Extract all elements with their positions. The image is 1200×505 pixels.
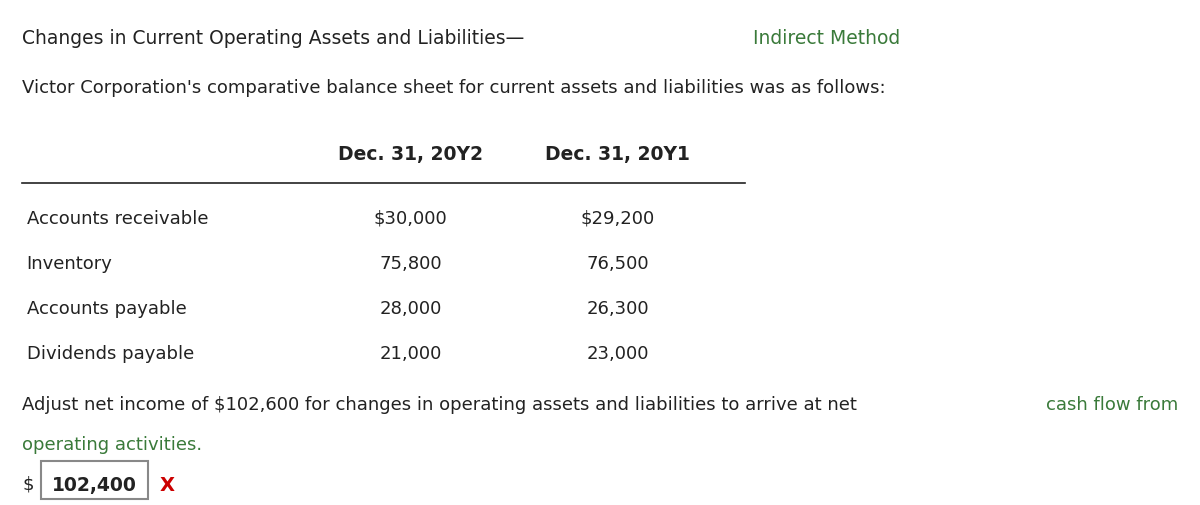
Text: 28,000: 28,000 — [379, 300, 442, 318]
Text: Changes in Current Operating Assets and Liabilities—: Changes in Current Operating Assets and … — [22, 29, 524, 48]
Text: 26,300: 26,300 — [587, 300, 649, 318]
Text: 23,000: 23,000 — [587, 345, 649, 364]
FancyBboxPatch shape — [41, 461, 148, 498]
Text: 75,800: 75,800 — [379, 255, 442, 273]
Text: Indirect Method: Indirect Method — [754, 29, 900, 48]
Text: operating activities.: operating activities. — [22, 436, 203, 454]
Text: 102,400: 102,400 — [52, 476, 137, 495]
Text: Adjust net income of $102,600 for changes in operating assets and liabilities to: Adjust net income of $102,600 for change… — [22, 395, 863, 414]
Text: X: X — [160, 476, 174, 495]
Text: Dec. 31, 20Y1: Dec. 31, 20Y1 — [545, 144, 690, 164]
Text: Victor Corporation's comparative balance sheet for current assets and liabilitie: Victor Corporation's comparative balance… — [22, 79, 886, 97]
Text: 76,500: 76,500 — [587, 255, 649, 273]
Text: cash flow from: cash flow from — [1045, 395, 1177, 414]
Text: 21,000: 21,000 — [379, 345, 442, 364]
Text: Accounts payable: Accounts payable — [26, 300, 186, 318]
Text: $29,200: $29,200 — [581, 210, 655, 228]
Text: $30,000: $30,000 — [373, 210, 448, 228]
Text: Dec. 31, 20Y2: Dec. 31, 20Y2 — [338, 144, 482, 164]
Text: Dividends payable: Dividends payable — [26, 345, 194, 364]
Text: Accounts receivable: Accounts receivable — [26, 210, 209, 228]
Text: $: $ — [22, 476, 34, 494]
Text: Inventory: Inventory — [26, 255, 113, 273]
